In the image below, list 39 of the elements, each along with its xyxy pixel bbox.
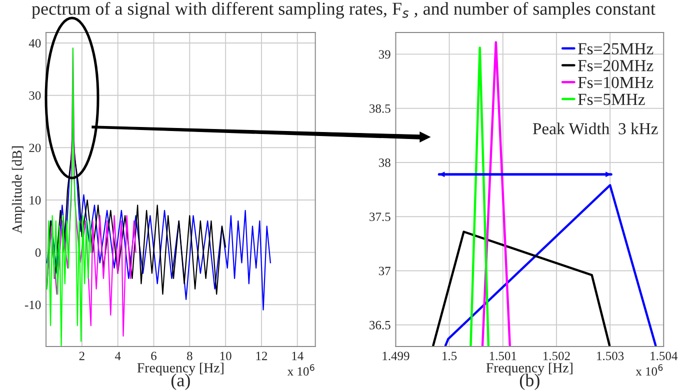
y-tick-label: -10 [24,300,41,310]
line-series [46,48,92,347]
x-tick-label: 8 [187,352,192,360]
legend-label: Fs=5MHz [578,94,645,106]
y-tick-label: 37 [378,266,390,276]
x-tick-label: 6 [151,352,157,360]
y-tick-label: 38.5 [370,104,390,113]
y-tick-label: 10 [30,196,41,204]
y-tick-label: 30 [29,91,41,100]
x-axis-title: Frequency [Hz] [137,362,224,376]
annotation: Peak Width 3 kHz [532,122,658,134]
x-tick-label: 12 [256,352,268,360]
y-tick-label: 40 [28,39,41,48]
text: (a) [171,374,190,390]
x-axis-title: Frequency [Hz] [486,362,572,376]
y-tick-label: 0 [35,248,41,257]
x-tick-label: 1.503 [597,352,624,360]
x-tick-label: 1.501 [490,352,516,360]
chart-title: pectrum of a signal with different sampling rates, F$_{s}$ , and number of samples constant [32,2,656,19]
text: (b) [520,374,540,390]
x-tick-label: 14 [292,352,304,360]
text: x 10$^{6}$ [287,364,314,376]
text: x 10$^{6}$ [636,364,663,376]
x-tick-label: 1.5 [442,352,457,360]
y-tick-label: 36.5 [370,320,390,330]
x-tick-label: 1.504 [650,352,678,360]
y-tick-label: 38 [378,158,390,167]
x-tick-label: 2 [79,352,84,360]
x-tick-label: 10 [220,352,232,360]
x-tick-label: 4 [114,352,121,360]
y-tick-label: 20 [29,144,41,152]
y-axis-title: Amplitude [dB] [12,146,25,234]
y-tick-label: 37.5 [370,212,390,222]
x-tick-label: 1.502 [544,352,570,360]
y-tick-label: 39 [378,50,390,59]
legend-label: Fs=25MHz [578,43,654,54]
legend-label: Fs=20MHz [578,60,654,72]
legend-label: Fs=10MHz [578,76,654,88]
x-tick-label: 1.499 [382,352,410,360]
